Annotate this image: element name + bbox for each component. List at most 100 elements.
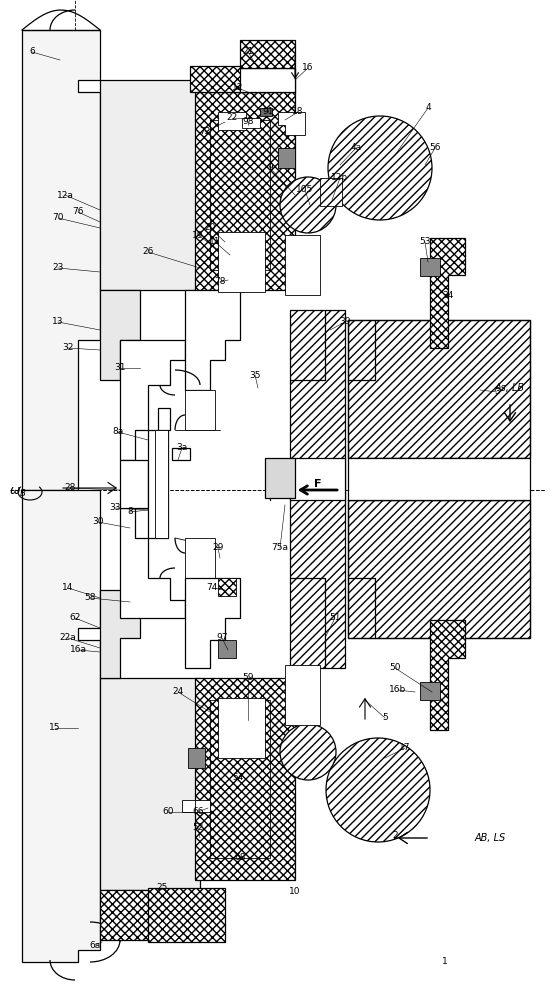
Circle shape	[280, 724, 336, 780]
Polygon shape	[190, 66, 275, 92]
Text: 34: 34	[442, 290, 454, 300]
Polygon shape	[148, 888, 225, 942]
Text: 59: 59	[242, 674, 254, 682]
Polygon shape	[185, 578, 240, 668]
Text: 51: 51	[329, 613, 341, 622]
Polygon shape	[120, 340, 185, 460]
Text: 26: 26	[142, 247, 154, 256]
Polygon shape	[420, 682, 440, 700]
Text: 33: 33	[109, 504, 121, 512]
Polygon shape	[218, 640, 236, 658]
Text: 19: 19	[192, 231, 204, 239]
Polygon shape	[290, 458, 345, 500]
Polygon shape	[155, 430, 168, 538]
Text: 16a: 16a	[70, 646, 86, 654]
Polygon shape	[195, 678, 295, 880]
Text: 23: 23	[52, 263, 63, 272]
Text: 10: 10	[289, 888, 301, 896]
Text: 12b: 12b	[331, 174, 349, 182]
Polygon shape	[100, 890, 200, 940]
Text: 15: 15	[49, 724, 61, 732]
Polygon shape	[285, 235, 320, 295]
Text: As, LB: As, LB	[495, 383, 525, 393]
Text: 6a: 6a	[89, 940, 101, 950]
Polygon shape	[242, 118, 260, 128]
Polygon shape	[22, 490, 100, 962]
Polygon shape	[348, 500, 530, 638]
Text: 74: 74	[206, 584, 218, 592]
Polygon shape	[100, 290, 140, 380]
Text: 66: 66	[192, 808, 204, 816]
Text: 39: 39	[339, 318, 351, 326]
Polygon shape	[278, 112, 305, 135]
Text: 9: 9	[267, 163, 273, 172]
Text: 22: 22	[226, 113, 238, 122]
Text: 75a: 75a	[271, 544, 289, 552]
Text: 31: 31	[114, 363, 126, 372]
Text: 97: 97	[216, 634, 228, 643]
Text: 62: 62	[69, 613, 81, 622]
Text: F: F	[314, 479, 322, 489]
Polygon shape	[185, 290, 240, 390]
Text: 29: 29	[212, 544, 224, 552]
Text: 53: 53	[419, 237, 431, 246]
Text: 72: 72	[199, 127, 211, 136]
Polygon shape	[265, 458, 295, 498]
Text: 28: 28	[64, 484, 76, 492]
Polygon shape	[100, 678, 200, 890]
Text: 91: 91	[262, 107, 273, 116]
Text: 78: 78	[214, 277, 226, 286]
Text: $\omega_B$: $\omega_B$	[9, 485, 27, 499]
Text: 3a: 3a	[177, 444, 188, 452]
Text: 13: 13	[52, 318, 63, 326]
Text: 22a: 22a	[60, 634, 76, 643]
Polygon shape	[172, 448, 190, 460]
Text: 35: 35	[249, 370, 261, 379]
Polygon shape	[320, 178, 342, 206]
Text: 4: 4	[425, 104, 431, 112]
Polygon shape	[185, 538, 215, 578]
Polygon shape	[120, 460, 148, 508]
Polygon shape	[348, 458, 530, 500]
Text: 16: 16	[302, 64, 314, 73]
Text: 25: 25	[157, 884, 168, 892]
Polygon shape	[290, 490, 345, 668]
Polygon shape	[430, 620, 465, 730]
Polygon shape	[188, 748, 205, 768]
Polygon shape	[100, 80, 200, 290]
Polygon shape	[240, 68, 295, 92]
Polygon shape	[278, 148, 295, 168]
Polygon shape	[100, 590, 140, 678]
Circle shape	[328, 116, 432, 220]
Text: 70: 70	[52, 214, 63, 223]
Text: 56: 56	[429, 143, 441, 152]
Polygon shape	[22, 30, 100, 490]
Polygon shape	[430, 238, 465, 348]
Polygon shape	[218, 698, 265, 758]
Polygon shape	[120, 508, 185, 618]
Text: 24: 24	[172, 688, 184, 696]
Text: 3: 3	[494, 387, 500, 396]
Text: 54: 54	[232, 774, 244, 782]
Text: 76: 76	[72, 208, 84, 217]
Polygon shape	[218, 232, 265, 292]
Text: 105: 105	[296, 186, 314, 194]
Polygon shape	[218, 112, 246, 130]
Text: 30: 30	[92, 518, 104, 526]
Text: 52: 52	[192, 824, 204, 832]
Text: 8: 8	[127, 508, 133, 516]
Polygon shape	[285, 665, 320, 725]
Text: 60: 60	[162, 808, 174, 816]
Text: 1: 1	[442, 958, 448, 966]
Polygon shape	[148, 430, 168, 538]
Text: 20: 20	[204, 224, 216, 232]
Text: 32: 32	[62, 344, 74, 353]
Text: 2: 2	[392, 830, 398, 840]
Polygon shape	[348, 320, 530, 458]
Text: 8a: 8a	[113, 428, 124, 436]
Polygon shape	[420, 258, 440, 276]
Text: 21: 21	[242, 47, 253, 56]
Text: 18: 18	[292, 107, 304, 116]
Text: 12: 12	[232, 84, 244, 93]
Text: 16b: 16b	[389, 686, 407, 694]
